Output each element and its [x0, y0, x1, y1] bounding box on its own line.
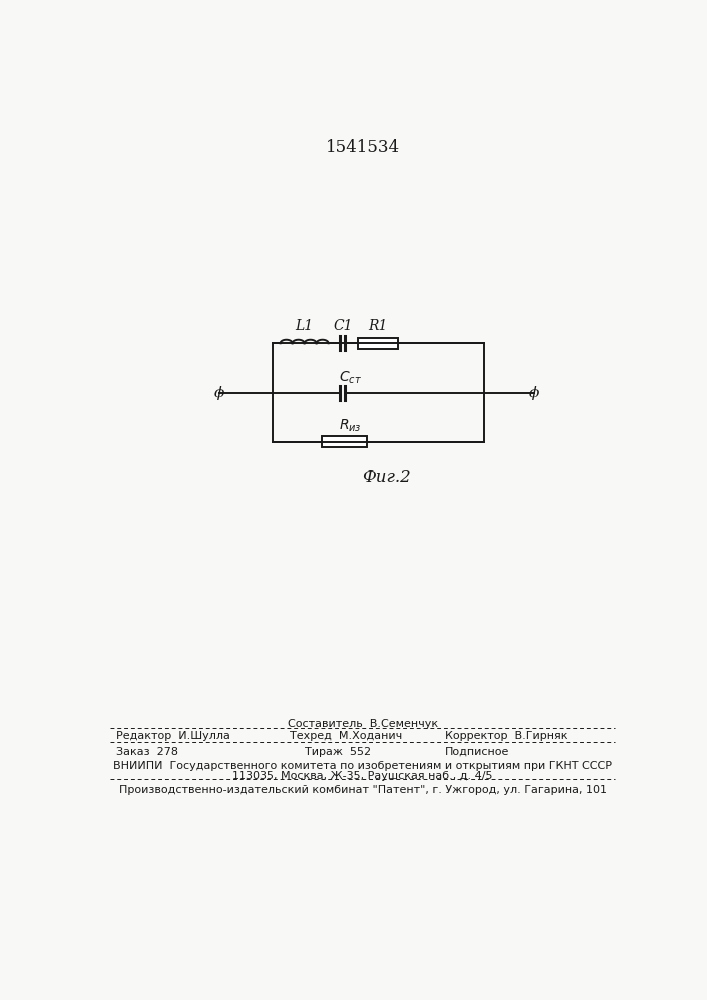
- Text: 113035, Москва, Ж-35, Раушская наб., д. 4/5: 113035, Москва, Ж-35, Раушская наб., д. …: [233, 771, 493, 781]
- Text: Подписное: Подписное: [445, 747, 509, 757]
- Text: ВНИИПИ  Государственного комитета по изобретениям и открытиям при ГКНТ СССР: ВНИИПИ Государственного комитета по изоб…: [113, 761, 612, 771]
- Text: Редактор  И.Шулла: Редактор И.Шулла: [115, 731, 229, 741]
- Text: Заказ  278: Заказ 278: [115, 747, 177, 757]
- Text: Тираж  552: Тираж 552: [305, 747, 371, 757]
- Text: 1541534: 1541534: [326, 139, 399, 156]
- Text: Фиг.2: Фиг.2: [361, 469, 410, 486]
- Text: C1: C1: [334, 319, 353, 333]
- Text: Составитель  В.Семенчук: Составитель В.Семенчук: [288, 719, 438, 729]
- Bar: [358, 338, 398, 349]
- Text: $C_{ст}$: $C_{ст}$: [339, 369, 362, 386]
- Text: R1: R1: [368, 319, 388, 333]
- Text: ϕ: ϕ: [214, 386, 223, 400]
- Text: L1: L1: [296, 319, 314, 333]
- Text: Техред  М.Ходанич: Техред М.Ходанич: [290, 731, 402, 741]
- Text: $R_{из}$: $R_{из}$: [339, 418, 362, 434]
- Text: Корректор  В.Гирняк: Корректор В.Гирняк: [445, 731, 568, 741]
- Text: Производственно-издательский комбинат "Патент", г. Ужгород, ул. Гагарина, 101: Производственно-издательский комбинат "П…: [119, 785, 607, 795]
- Text: ϕ: ϕ: [529, 386, 539, 400]
- Bar: [322, 436, 367, 447]
